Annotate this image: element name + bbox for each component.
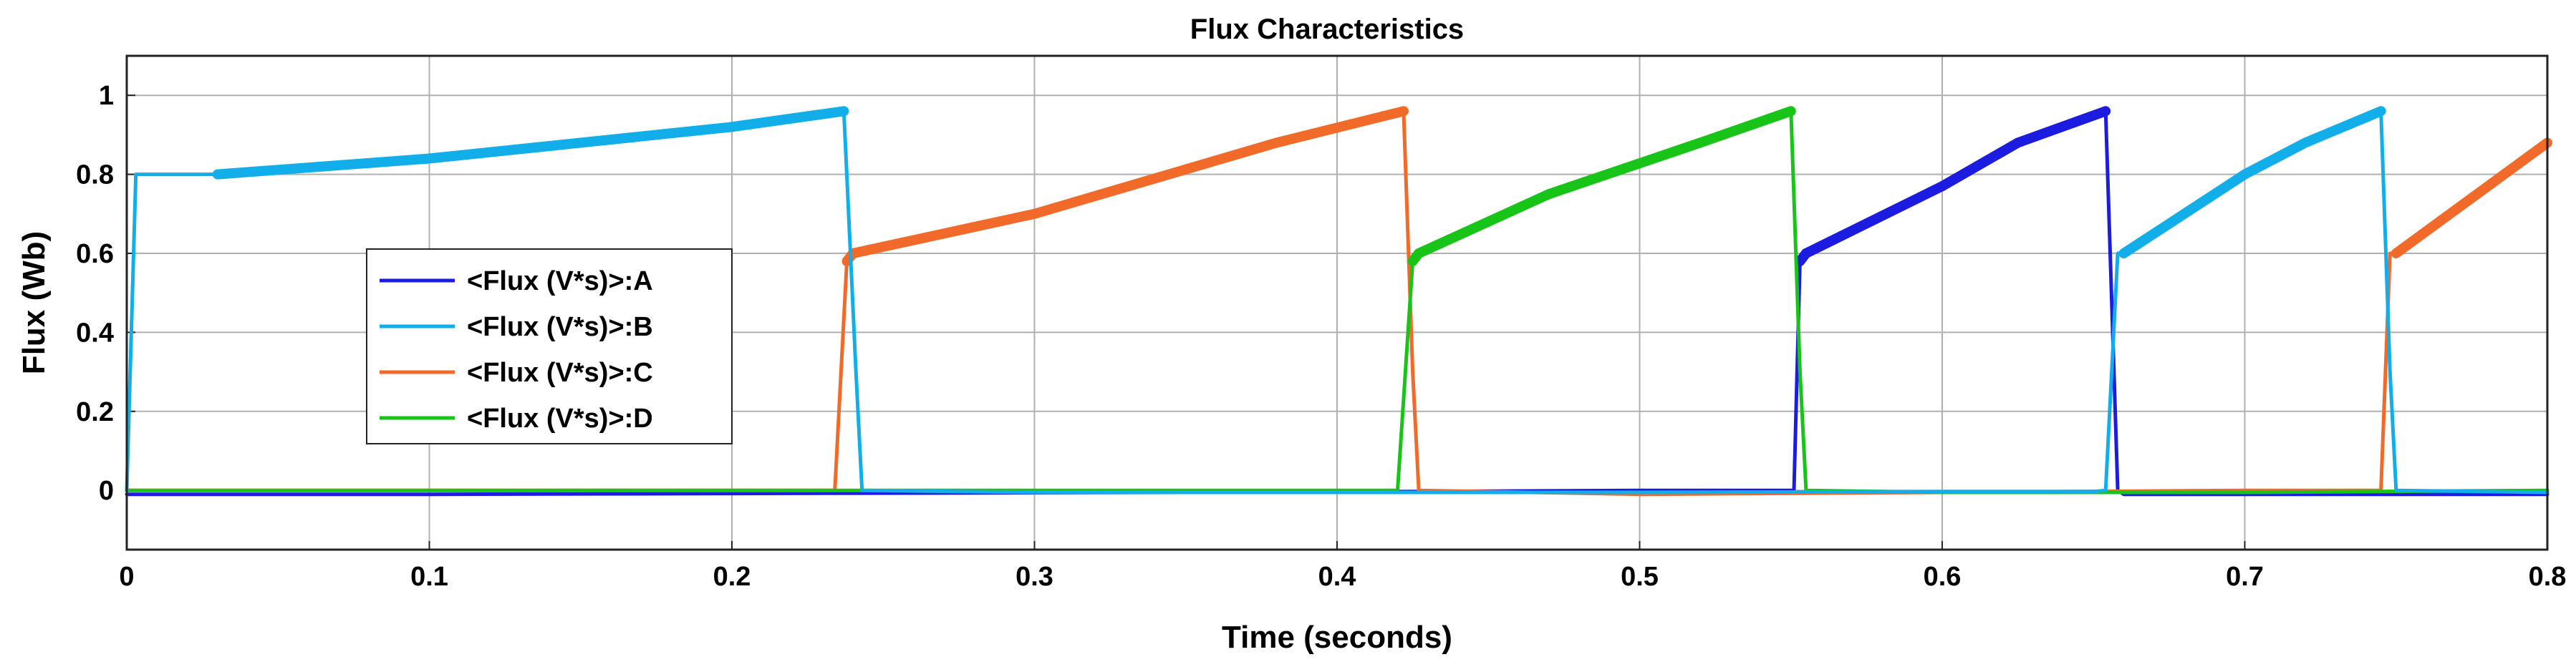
y-tick-label: 0.4: [76, 318, 114, 348]
series-ramp-c: [848, 208, 1040, 258]
x-tick-label: 0.3: [1016, 562, 1053, 592]
series-ramp-c: [2391, 137, 2552, 258]
y-tick-label: 0: [99, 476, 114, 506]
legend-entry: <Flux (V*s)>:C: [467, 358, 653, 388]
y-tick-label: 0.8: [76, 160, 114, 190]
y-tick-label: 0.2: [76, 397, 114, 427]
plot-frame: [125, 54, 2549, 551]
x-tick-label: 0.1: [410, 562, 448, 592]
y-axis-label: Flux (Wb): [16, 231, 52, 374]
legend-entry: <Flux (V*s)>:A: [467, 266, 653, 296]
series-ramp-a: [1937, 137, 2023, 192]
x-tick-label: 0.8: [2529, 562, 2567, 592]
series-ramp-d: [1543, 137, 1705, 200]
series-ramp-c: [1271, 106, 1409, 148]
x-tick-label: 0.7: [2226, 562, 2264, 592]
series-ramp-a: [1800, 181, 1947, 258]
series-ramp-d: [1695, 106, 1796, 148]
y-tick-label: 0.6: [76, 239, 114, 269]
x-tick-label: 0: [119, 562, 134, 592]
x-tick-label: 0.6: [1924, 562, 1962, 592]
series-ramp-b: [212, 153, 435, 180]
series-ramp-b: [2118, 169, 2250, 258]
series-ramp-b: [2300, 106, 2386, 148]
y-tick-label: 1: [99, 81, 114, 111]
series-ramp-b: [2239, 137, 2310, 180]
series-ramp-b: [424, 137, 586, 164]
series-ramp-b: [575, 122, 737, 148]
x-tick-label: 0.4: [1318, 562, 1356, 592]
series-ramp-c: [1029, 137, 1282, 219]
x-tick-label: 0.2: [713, 562, 751, 592]
series-ramp-d: [1414, 189, 1554, 258]
legend: <Flux (V*s)>:A <Flux (V*s)>:B <Flux (V*s)>…: [366, 248, 733, 444]
legend-entry: <Flux (V*s)>:D: [467, 404, 653, 434]
series-ramp-b: [727, 106, 849, 132]
series-ramp-a: [2012, 106, 2111, 148]
tick-labels: 0 0.1 0.2 0.3 0.4 0.5 0.6 0.7 0.8 0 0.2 0.4 0.6 0.8 1: [76, 81, 2566, 592]
x-axis-label: Time (seconds): [1222, 620, 1452, 655]
x-tick-label: 0.5: [1621, 562, 1659, 592]
chart-title: Flux Characteristics: [1190, 14, 1464, 45]
series-lines: [125, 106, 2552, 497]
legend-entry: <Flux (V*s)>:B: [467, 312, 653, 342]
